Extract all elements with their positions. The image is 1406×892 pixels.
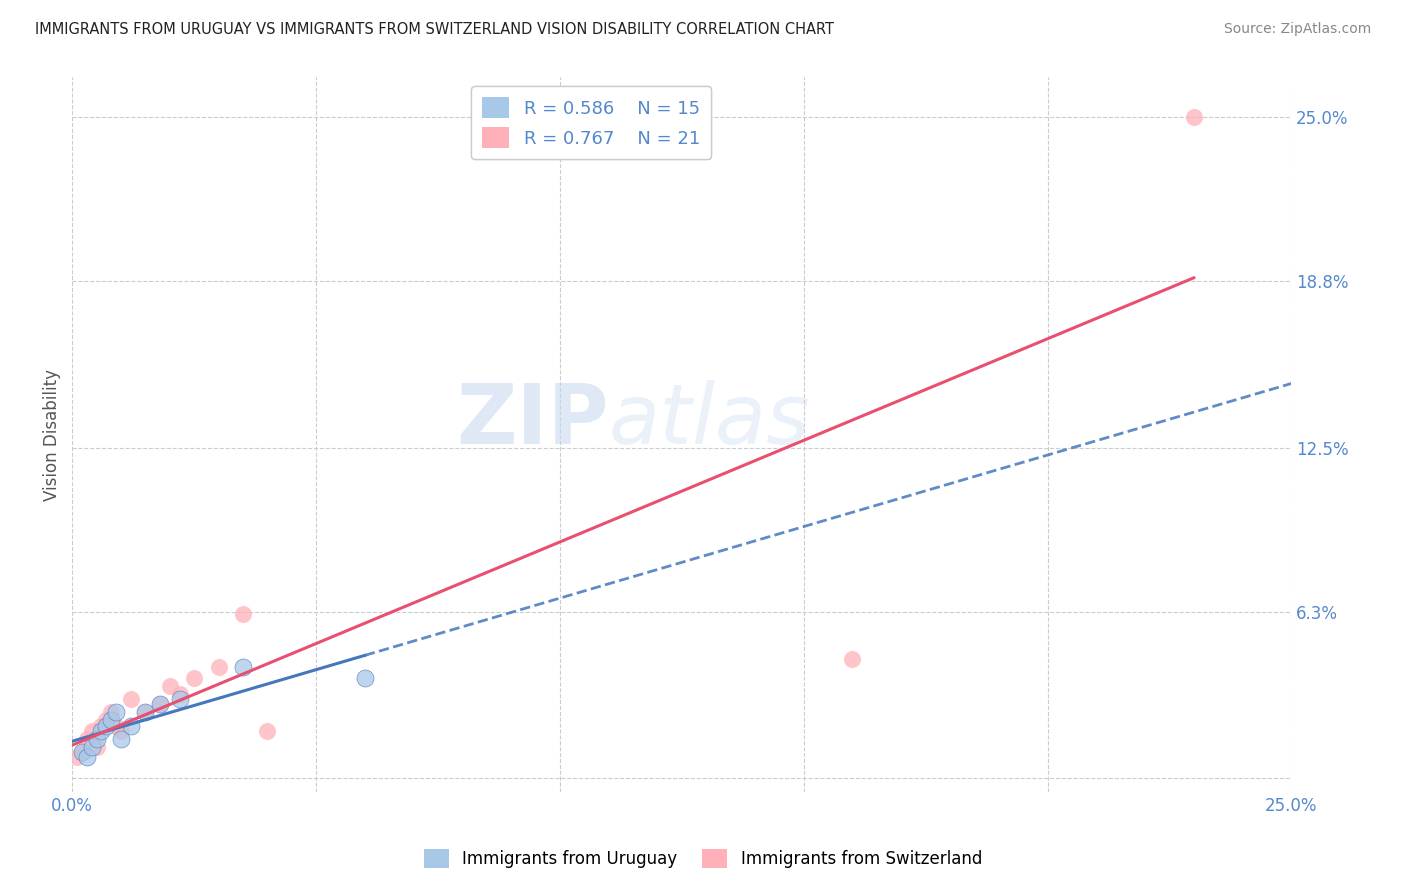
Point (120, 718, 142, 732)
Point (76, 750, 98, 764)
Point (120, 692, 142, 706)
Point (134, 706, 156, 720)
Point (149, 698, 172, 712)
Point (66, 750, 89, 764)
Legend: R = 0.586    N = 15, R = 0.767    N = 21: R = 0.586 N = 15, R = 0.767 N = 21 (471, 87, 711, 159)
Point (353, 671, 375, 685)
Point (100, 713, 122, 727)
Legend: Immigrants from Uruguay, Immigrants from Switzerland: Immigrants from Uruguay, Immigrants from… (418, 842, 988, 875)
Point (80, 739, 103, 754)
Point (1182, 110, 1205, 124)
Point (86, 731, 108, 746)
Point (90, 718, 112, 732)
Text: IMMIGRANTS FROM URUGUAY VS IMMIGRANTS FROM SWITZERLAND VISION DISABILITY CORRELA: IMMIGRANTS FROM URUGUAY VS IMMIGRANTS FR… (35, 22, 834, 37)
Point (110, 731, 132, 746)
Point (256, 723, 278, 738)
Point (105, 706, 128, 720)
Point (96, 713, 118, 727)
Text: ZIP: ZIP (456, 380, 609, 461)
Point (149, 698, 172, 712)
Point (105, 718, 128, 732)
Point (76, 731, 98, 746)
Point (110, 723, 132, 738)
Point (207, 660, 229, 674)
Point (169, 687, 191, 701)
Text: atlas: atlas (609, 380, 810, 461)
Point (134, 706, 156, 720)
Point (70, 745, 93, 759)
Point (159, 679, 181, 693)
Point (183, 671, 205, 685)
Text: Source: ZipAtlas.com: Source: ZipAtlas.com (1223, 22, 1371, 37)
Point (86, 739, 108, 754)
Point (169, 692, 191, 706)
Point (96, 718, 118, 732)
Point (70, 745, 93, 759)
Point (90, 723, 112, 738)
Point (232, 660, 254, 674)
Point (100, 706, 122, 720)
Y-axis label: Vision Disability: Vision Disability (44, 368, 60, 500)
Point (841, 652, 863, 666)
Point (232, 607, 254, 622)
Point (80, 723, 103, 738)
